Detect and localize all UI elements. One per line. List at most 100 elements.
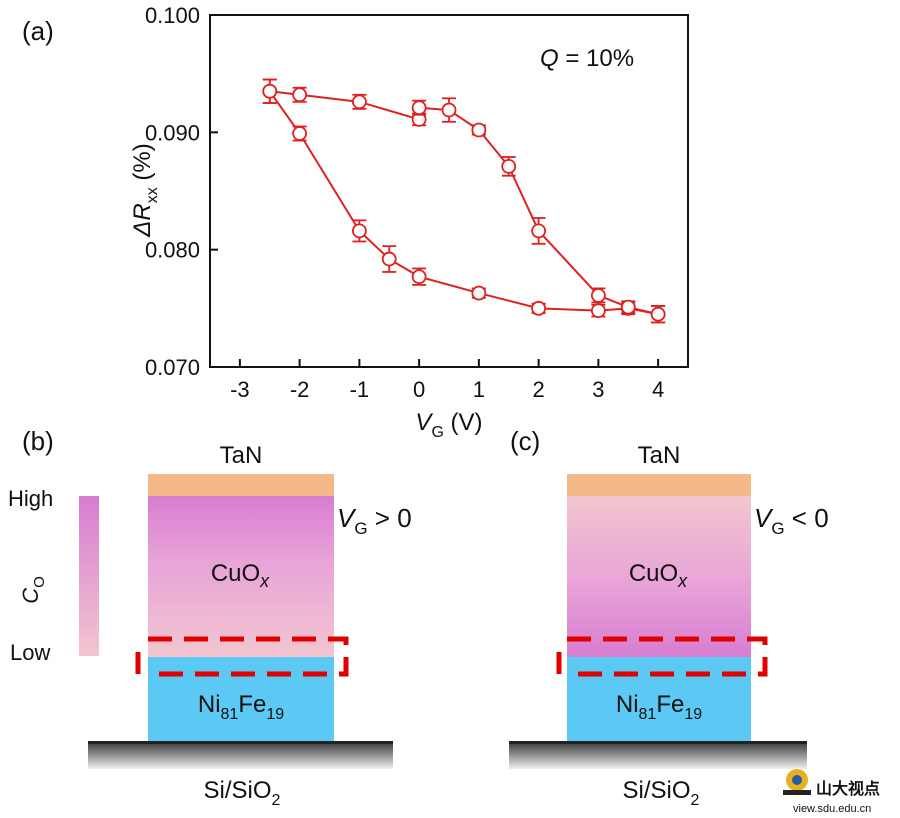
cuox-label-b-sub: x (259, 571, 270, 591)
marker (411, 269, 427, 285)
nife-label-b: Ni81Fe19 (198, 691, 284, 723)
marker (590, 303, 606, 319)
marker (262, 83, 278, 99)
data-point (351, 219, 367, 243)
y-axis: 0.070 0.080 0.090 0.100 (145, 3, 218, 380)
x-tick-label: -3 (230, 377, 250, 402)
cuox-layer-c (567, 496, 751, 657)
nife-layer-b (148, 657, 334, 741)
marker (411, 100, 427, 116)
plot-frame (209, 14, 689, 368)
marker (650, 306, 666, 322)
marker (501, 158, 517, 174)
marker (471, 122, 487, 138)
bias-b-sub: G (354, 519, 367, 538)
marker (381, 251, 397, 267)
tan-label-c: TaN (638, 442, 681, 469)
scale-high-label: High (8, 486, 53, 511)
marker (590, 288, 606, 303)
marker (441, 102, 457, 118)
y-axis-label-sub: xx (144, 187, 161, 203)
data-point (471, 122, 487, 138)
marker (471, 285, 487, 301)
data-point (411, 267, 427, 286)
marker (292, 87, 308, 103)
y-axis-label: ΔRxx (%) (129, 143, 161, 237)
nife-label-c: Ni81Fe19 (616, 691, 702, 723)
nife-b-ni: Ni (198, 691, 221, 718)
data-point (292, 125, 308, 142)
watermark-text: 山大视点 (816, 779, 880, 798)
x-tick-label: 3 (592, 377, 604, 402)
substrate-c-edge (509, 741, 807, 744)
x-tick-label: -1 (350, 377, 370, 402)
nife-b-sub2: 19 (266, 706, 284, 723)
marker (620, 299, 636, 315)
scale-title: CO (18, 576, 48, 604)
nife-b-sub1: 81 (221, 706, 239, 723)
y-tick-label: 0.100 (145, 3, 200, 28)
bias-label-b: VG > 0 (337, 503, 412, 538)
annotation-rest: = 10% (559, 45, 634, 72)
nife-c-fe: Fe (656, 691, 684, 718)
data-point (620, 299, 636, 315)
cuox-label-c-main: CuO (629, 560, 678, 587)
x-tick-label: -2 (290, 377, 310, 402)
panel-label-b: (b) (22, 426, 54, 456)
x-axis-label-unit: (V) (444, 409, 483, 436)
tan-label-b: TaN (220, 442, 263, 469)
data-point (381, 245, 397, 273)
y-axis-label-unit: (%) (129, 143, 156, 187)
watermark-url: view.sdu.edu.cn (793, 803, 871, 815)
chart-annotation: Q = 10% (540, 45, 634, 72)
watermark-logo-icon (783, 769, 811, 795)
interface-highlight-b (135, 636, 349, 677)
marker (531, 223, 547, 239)
x-axis-label: VG (V) (415, 409, 482, 441)
data-point (262, 78, 278, 104)
bias-c-cond: < 0 (785, 503, 829, 533)
nife-c-sub2: 19 (684, 706, 702, 723)
data-point (292, 86, 308, 103)
data-point (501, 156, 517, 177)
cuox-label-c: CuOx (629, 560, 688, 591)
scale-title-sub: O (31, 576, 48, 588)
y-tick-label: 0.080 (145, 238, 200, 263)
substrate-label-c: Si/SiO2 (623, 777, 700, 809)
watermark: 山大视点 view.sdu.edu.cn (783, 769, 880, 815)
marker (531, 300, 547, 316)
nife-c-ni: Ni (616, 691, 639, 718)
bias-c-sub: G (771, 519, 784, 538)
bias-c-var: V (754, 503, 774, 533)
substrate-label-b-sub: 2 (272, 792, 281, 809)
substrate-label-b-main: Si/SiO (204, 777, 272, 804)
nife-b-fe: Fe (238, 691, 266, 718)
chart-panel-a: (a) 0.070 0.080 0.090 0.100 -3 -2 -1 0 1 2 3 4 ΔRx… (22, 3, 689, 441)
data-point (471, 285, 487, 301)
nife-c-sub1: 81 (639, 706, 657, 723)
x-tick-label: 4 (652, 377, 664, 402)
cuox-label-b-main: CuO (211, 560, 260, 587)
cuox-label-c-sub: x (677, 571, 688, 591)
bias-label-c: VG < 0 (754, 503, 829, 538)
substrate-b-edge (88, 741, 393, 744)
panel-label-c: (c) (510, 426, 540, 456)
substrate-label-b: Si/SiO2 (204, 777, 281, 809)
concentration-scale-bar (79, 496, 99, 656)
data-point (531, 217, 547, 245)
scale-low-label: Low (10, 640, 50, 665)
x-axis-label-var: V (415, 409, 433, 436)
cuox-layer-b (148, 496, 334, 657)
tan-layer-c (567, 474, 751, 496)
scale-title-var: C (18, 588, 43, 604)
data-point (441, 97, 457, 123)
diagram-panel-c: (c) Si/SiO2 TaN CuOx Ni81Fe19 VG < 0 (509, 426, 829, 809)
bias-b-var: V (337, 503, 357, 533)
x-tick-label: 2 (533, 377, 545, 402)
substrate-c (509, 741, 807, 769)
data-point (531, 300, 547, 316)
x-tick-label: 0 (413, 377, 425, 402)
cuox-label-b: CuOx (211, 560, 270, 591)
tan-layer-b (148, 474, 334, 496)
data-series (262, 78, 666, 324)
